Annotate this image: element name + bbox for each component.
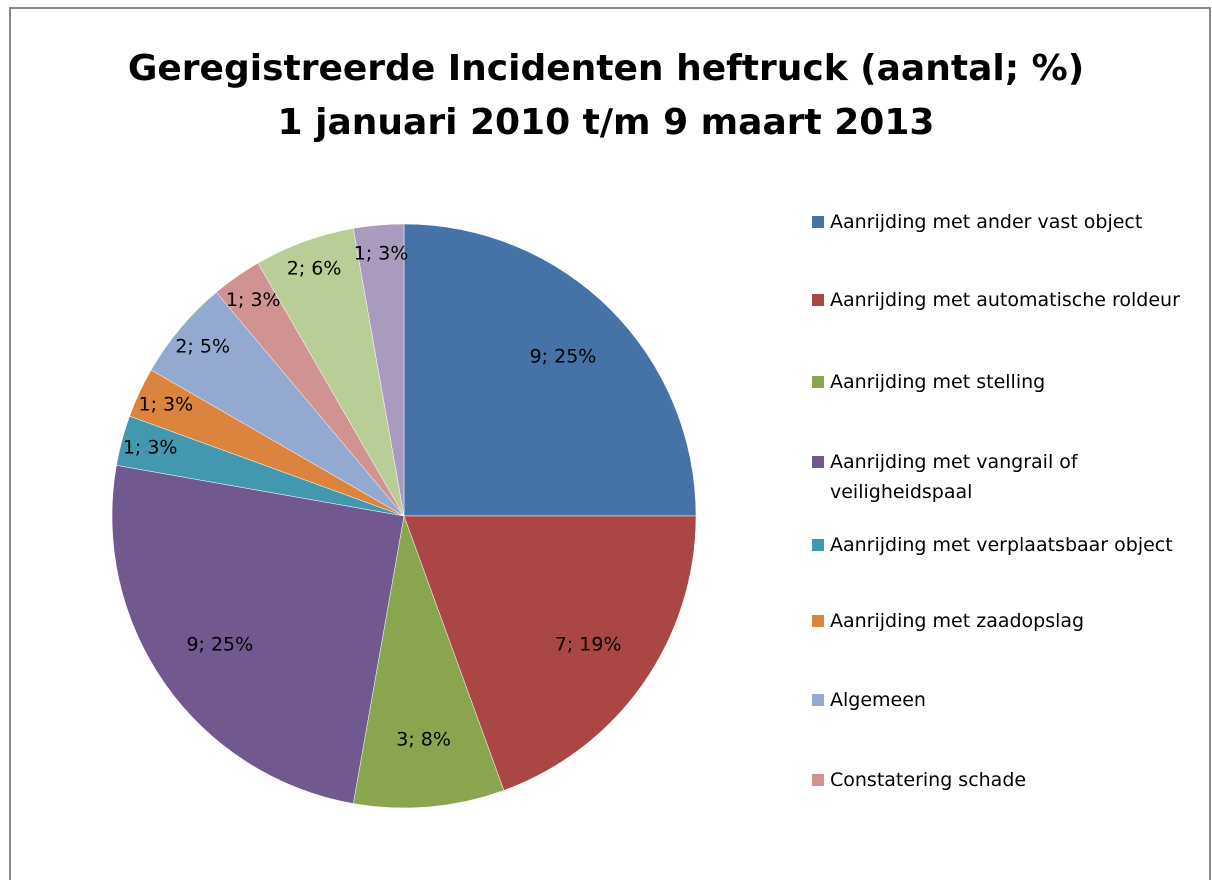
legend-swatch xyxy=(812,456,824,468)
data-label: 3; 8% xyxy=(396,728,451,750)
legend-item: Aanrijding met verplaatsbaar object xyxy=(812,530,1202,560)
data-label: 1; 3% xyxy=(123,436,178,458)
data-label: 1; 3% xyxy=(226,289,281,311)
legend-label: Aanrijding met ander vast object xyxy=(830,211,1143,233)
data-label: 1; 3% xyxy=(354,243,409,265)
pie-slice xyxy=(403,223,697,517)
legend-item: Aanrijding met zaadopslag xyxy=(812,606,1202,636)
legend-label: Aanrijding met verplaatsbaar object xyxy=(830,534,1173,556)
legend-item: Constatering schade xyxy=(812,765,1202,795)
legend-swatch xyxy=(812,615,824,627)
legend-label: Constatering schade xyxy=(830,769,1027,791)
legend-swatch xyxy=(812,376,824,388)
legend-item: Aanrijding met vangrail of veiligheidspa… xyxy=(812,447,1202,507)
data-label: 2; 5% xyxy=(175,336,230,358)
pie-slice xyxy=(353,515,505,809)
pie-slice xyxy=(111,465,405,804)
legend-swatch xyxy=(812,216,824,228)
data-label: 2; 6% xyxy=(287,258,342,280)
legend-label: Aanrijding met automatische roldeur xyxy=(830,289,1180,311)
legend-swatch xyxy=(812,539,824,551)
legend-swatch xyxy=(812,694,824,706)
legend-item: Algemeen xyxy=(812,685,1202,715)
chart-title: Geregistreerde Incidenten heftruck (aant… xyxy=(128,48,1084,89)
data-label: 7; 19% xyxy=(555,633,622,655)
data-label: 1; 3% xyxy=(138,393,193,415)
legend-label: Aanrijding met stelling xyxy=(830,371,1046,393)
legend-label: Algemeen xyxy=(830,689,926,711)
legend-item: Aanrijding met automatische roldeur xyxy=(812,285,1202,315)
pie-slice xyxy=(403,515,697,791)
legend-label: Aanrijding met zaadopslag xyxy=(830,610,1085,632)
legend-swatch xyxy=(812,774,824,786)
legend-label: Aanrijding met vangrail of veiligheidspa… xyxy=(830,451,1078,503)
legend-swatch xyxy=(812,294,824,306)
pie-slice xyxy=(353,223,405,517)
data-label: 9; 25% xyxy=(186,633,253,655)
legend-item: Aanrijding met stelling xyxy=(812,367,1202,397)
data-label: 9; 25% xyxy=(530,346,597,368)
chart-subtitle: 1 januari 2010 t/m 9 maart 2013 xyxy=(278,102,935,143)
legend-item: Aanrijding met ander vast object xyxy=(812,207,1202,237)
